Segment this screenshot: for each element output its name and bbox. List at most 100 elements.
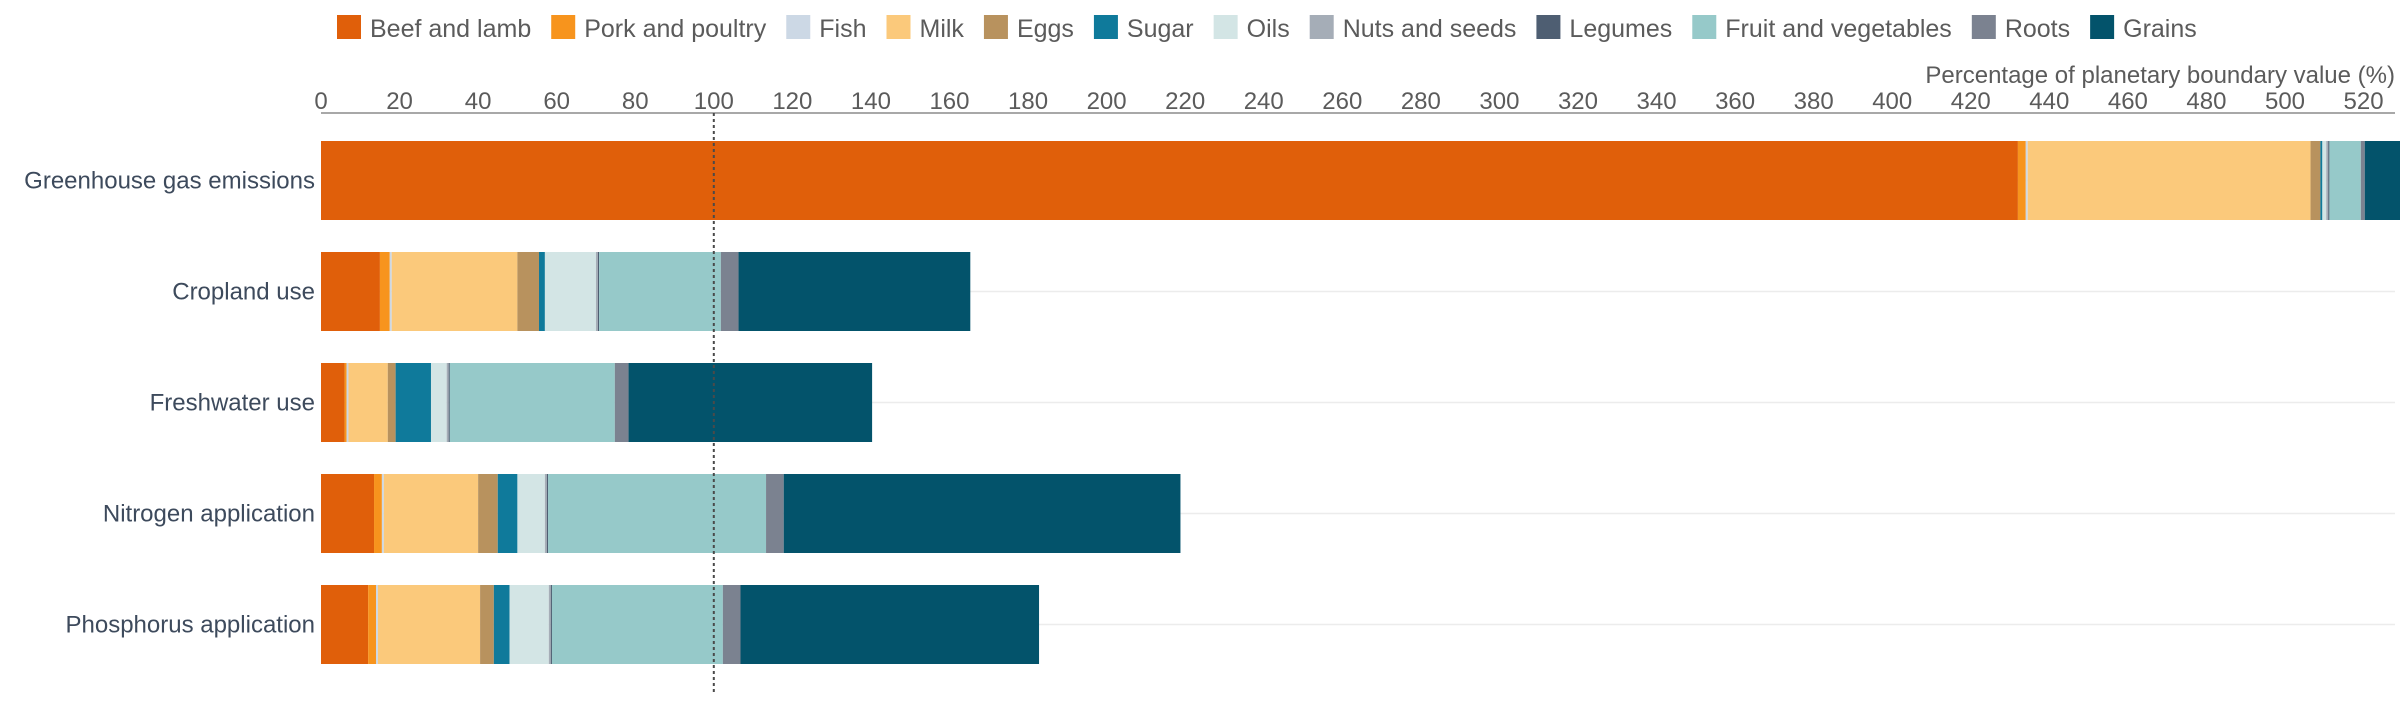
legend-label-grains: Grains xyxy=(2123,15,2197,43)
bar-segment-oils[interactable] xyxy=(509,585,549,664)
category-label-greenhouse-gas-emissions: Greenhouse gas emissions xyxy=(24,168,315,195)
bar-segment-sugar[interactable] xyxy=(497,474,518,553)
bar-segment-legumes[interactable] xyxy=(597,252,600,331)
x-tick-label: 360 xyxy=(1715,88,1755,115)
bar-segment-pork-and-poultry[interactable] xyxy=(368,585,376,664)
bar-segment-pork-and-poultry[interactable] xyxy=(2017,141,2026,220)
bar-segment-sugar[interactable] xyxy=(2320,141,2323,220)
bar-segment-beef-and-lamb[interactable] xyxy=(321,363,345,442)
legend-label-oils: Oils xyxy=(1247,15,1290,43)
bar-segment-grains[interactable] xyxy=(738,252,971,331)
bar-segment-milk[interactable] xyxy=(377,585,481,664)
legend-item-beef-and-lamb[interactable]: Beef and lamb xyxy=(337,15,531,43)
bar-segment-fruit-and-vegetables[interactable] xyxy=(2329,141,2361,220)
legend-item-pork-and-poultry[interactable]: Pork and poultry xyxy=(551,15,767,43)
legend-item-oils[interactable]: Oils xyxy=(1213,15,1290,43)
bar-segment-milk[interactable] xyxy=(391,252,518,331)
bar-segment-fruit-and-vegetables[interactable] xyxy=(599,252,721,331)
legend-label-eggs: Eggs xyxy=(1017,15,1074,43)
legend-item-nuts-and-seeds[interactable]: Nuts and seeds xyxy=(1309,15,1517,43)
x-tick-label: 200 xyxy=(1087,88,1127,115)
bar-segment-fish[interactable] xyxy=(2025,141,2028,220)
legend-swatch-milk xyxy=(886,15,911,39)
legend-label-beef-and-lamb: Beef and lamb xyxy=(370,15,531,43)
bar-segment-nuts-and-seeds[interactable] xyxy=(544,474,547,553)
bar-segment-roots[interactable] xyxy=(614,363,629,442)
bar-segment-roots[interactable] xyxy=(766,474,784,553)
bar-segment-nuts-and-seeds[interactable] xyxy=(2326,141,2329,220)
legend-item-legumes[interactable]: Legumes xyxy=(1536,15,1672,43)
bar-segment-grains[interactable] xyxy=(2364,141,2400,220)
bar-segment-nuts-and-seeds[interactable] xyxy=(548,585,551,664)
bar-segment-pork-and-poultry[interactable] xyxy=(379,252,390,331)
x-tick-label: 60 xyxy=(543,88,570,115)
legend-item-fish[interactable]: Fish xyxy=(786,15,867,43)
legend-item-sugar[interactable]: Sugar xyxy=(1093,15,1194,43)
bar-segment-milk[interactable] xyxy=(348,363,388,442)
x-tick-label: 40 xyxy=(465,88,492,115)
bar-segment-beef-and-lamb[interactable] xyxy=(321,252,380,331)
legend-item-fruit-and-vegetables[interactable]: Fruit and vegetables xyxy=(1692,15,1952,43)
bar-segment-grains[interactable] xyxy=(783,474,1181,553)
bar-segment-grains[interactable] xyxy=(740,585,1040,664)
legend-item-eggs[interactable]: Eggs xyxy=(983,15,1074,43)
bar-segment-sugar[interactable] xyxy=(395,363,431,442)
legend-item-grains[interactable]: Grains xyxy=(2090,15,2197,43)
x-tick-label: 120 xyxy=(772,88,812,115)
x-tick-label: 520 xyxy=(2344,88,2384,115)
legend-swatch-roots xyxy=(1971,15,1996,39)
legend-label-pork-and-poultry: Pork and poultry xyxy=(584,15,767,43)
x-tick-label: 280 xyxy=(1401,88,1441,115)
bar-segment-sugar[interactable] xyxy=(539,252,545,331)
legend-item-roots[interactable]: Roots xyxy=(1971,15,2070,43)
bar-segment-oils[interactable] xyxy=(2322,141,2327,220)
bar-segment-nuts-and-seeds[interactable] xyxy=(446,363,449,442)
bar-segment-fish[interactable] xyxy=(381,474,384,553)
legend-item-milk[interactable]: Milk xyxy=(886,15,965,43)
bar-segment-grains[interactable] xyxy=(628,363,873,442)
bar-segment-fruit-and-vegetables[interactable] xyxy=(449,363,615,442)
bar-segment-roots[interactable] xyxy=(2360,141,2365,220)
bar-segment-beef-and-lamb[interactable] xyxy=(321,585,369,664)
bar-segment-roots[interactable] xyxy=(722,585,741,664)
x-axis-ticks: 0 20 40 60 80 100 120 140 160 180 200 220 240 260 280 3… xyxy=(314,88,2395,115)
bar-segment-fish[interactable] xyxy=(389,252,392,331)
bar-segment-fruit-and-vegetables[interactable] xyxy=(551,585,723,664)
bar-segment-eggs[interactable] xyxy=(478,474,498,553)
bar-segment-eggs[interactable] xyxy=(2310,141,2321,220)
bar-segment-eggs[interactable] xyxy=(517,252,540,331)
bar-segment-milk[interactable] xyxy=(2027,141,2311,220)
x-tick-label: 480 xyxy=(2186,88,2226,115)
x-axis-title: Percentage of planetary boundary value (… xyxy=(1925,62,2395,89)
bar-row-greenhouse-gas-emissions xyxy=(321,141,2400,220)
bar-segment-oils[interactable] xyxy=(544,252,596,331)
legend-swatch-legumes xyxy=(1536,15,1561,39)
bar-segment-legumes[interactable] xyxy=(448,363,450,442)
bar-row-nitrogen-application xyxy=(321,474,1181,553)
bar-segment-pork-and-poultry[interactable] xyxy=(374,474,382,553)
bar-segment-legumes[interactable] xyxy=(550,585,552,664)
bar-segment-milk[interactable] xyxy=(383,474,479,553)
bar-segment-pork-and-poultry[interactable] xyxy=(344,363,347,442)
bar-segment-beef-and-lamb[interactable] xyxy=(321,474,375,553)
bar-segment-eggs[interactable] xyxy=(480,585,494,664)
legend-label-milk: Milk xyxy=(920,15,965,43)
bar-segment-legumes[interactable] xyxy=(546,474,549,553)
x-tick-label: 0 xyxy=(314,88,327,115)
bar-segment-fish[interactable] xyxy=(375,585,378,664)
bar-segment-oils[interactable] xyxy=(430,363,447,442)
bar-segment-oils[interactable] xyxy=(517,474,545,553)
bar-segment-fish[interactable] xyxy=(346,363,349,442)
bar-segment-eggs[interactable] xyxy=(387,363,396,442)
bar-segment-legumes[interactable] xyxy=(2328,141,2330,220)
bar-row-cropland-use xyxy=(321,252,971,331)
bar-segment-beef-and-lamb[interactable] xyxy=(321,141,2018,220)
bar-segment-nuts-and-seeds[interactable] xyxy=(595,252,598,331)
bar-segment-fruit-and-vegetables[interactable] xyxy=(548,474,767,553)
x-tick-label: 300 xyxy=(1479,88,1519,115)
x-tick-label: 240 xyxy=(1244,88,1284,115)
bar-segment-sugar[interactable] xyxy=(493,585,510,664)
bar-segment-roots[interactable] xyxy=(720,252,739,331)
bars xyxy=(321,141,2400,664)
